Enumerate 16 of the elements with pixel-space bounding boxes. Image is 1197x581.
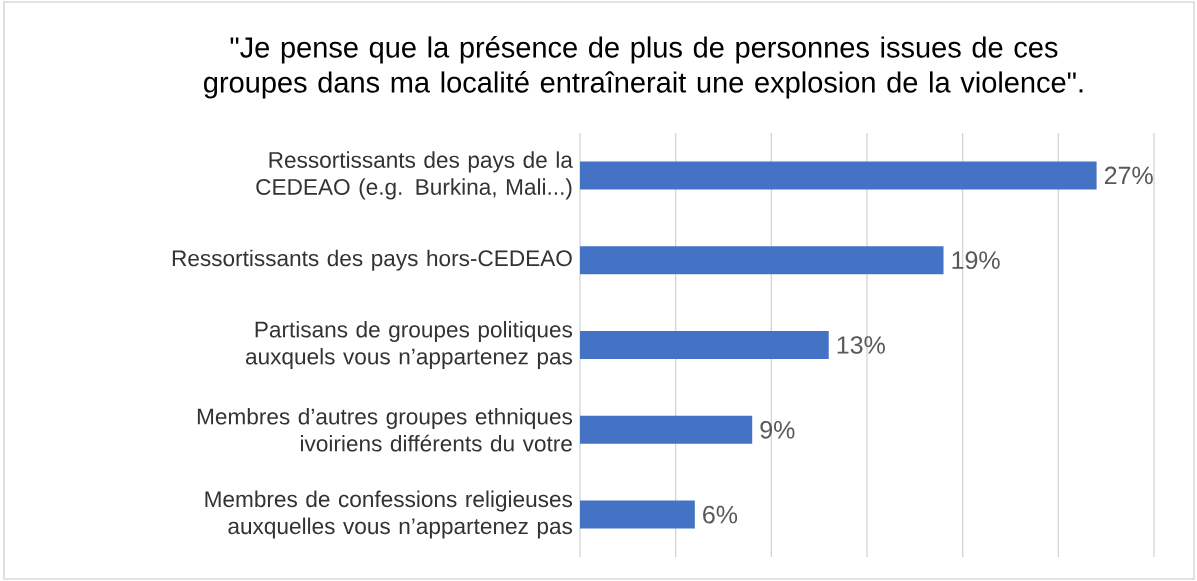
y-tick-label: Membres de confessions religieuses auxquelles vous n’appartenez pas <box>205 490 573 539</box>
y-tick-label: Partisans de groupes politiques auxquels vous n’appartenez pas <box>245 320 573 370</box>
data-label: 27% <box>1104 166 1153 185</box>
y-tick-label: Ressortissants des pays de la CEDEAO (e.g. Burkina, Mali...) <box>256 151 573 200</box>
data-label: 19% <box>952 251 1000 270</box>
bar <box>580 246 944 275</box>
data-label: 13% <box>837 336 885 354</box>
chart-title: "Je pense que la présence de plus de personnes issues de ces groupes dans ma localité entraînerait une explosion de la violence". <box>204 36 1083 99</box>
bar <box>580 500 695 529</box>
data-label: 9% <box>760 420 795 439</box>
y-tick-label: Ressortissants des pays hors-CEDEAO <box>172 249 572 271</box>
bar <box>580 330 829 359</box>
bar <box>580 415 753 444</box>
y-tick-label: Membres d’autres groupes ethniques ivoiriens différents du votre <box>197 407 573 452</box>
data-label: 6% <box>703 505 738 524</box>
bar <box>580 161 1097 190</box>
